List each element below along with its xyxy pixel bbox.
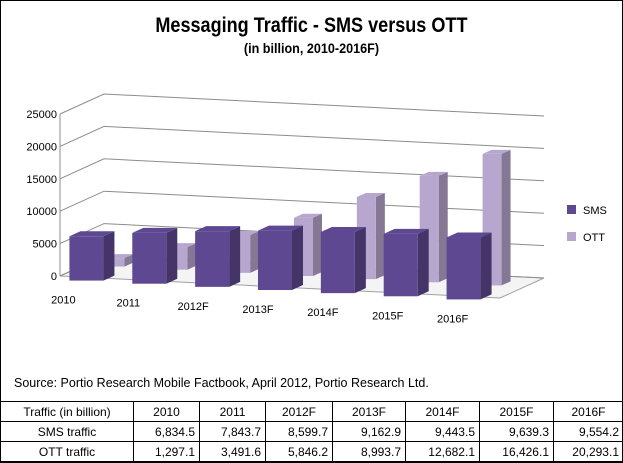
y-tick-label: 5000 bbox=[33, 239, 57, 251]
source-note: Source: Portio Research Mobile Factbook,… bbox=[14, 376, 429, 390]
y-tick-label: 10000 bbox=[26, 206, 57, 218]
chart-title: Messaging Traffic - SMS versus OTT bbox=[155, 14, 468, 37]
x-tick-label: 2016F bbox=[437, 313, 468, 325]
table-header-cell: 2012F bbox=[265, 401, 333, 422]
table-row-label: SMS traffic bbox=[0, 421, 134, 442]
sms-bar bbox=[320, 226, 366, 294]
data-table: Traffic (in billion) 2010 2011 2012F 201… bbox=[0, 401, 623, 462]
table-cell: 8,993.7 bbox=[332, 441, 406, 462]
y-tick-label: 20000 bbox=[26, 141, 57, 153]
sms-bar bbox=[69, 231, 115, 281]
x-tick-label: 2013F bbox=[242, 304, 273, 316]
table-header-cell: 2016F bbox=[553, 401, 623, 422]
y-tick-label: 15000 bbox=[26, 174, 57, 186]
sms-bar bbox=[383, 228, 429, 297]
legend-label: SMS bbox=[583, 205, 607, 217]
y-tick-label: 0 bbox=[51, 271, 57, 283]
table-cell: 3,491.6 bbox=[199, 441, 266, 462]
legend-swatch bbox=[567, 232, 576, 241]
table-header-cell: 2011 bbox=[199, 401, 266, 422]
gridline bbox=[59, 93, 545, 117]
table-row: OTT traffic 1,297.1 3,491.6 5,846.2 8,99… bbox=[0, 441, 623, 462]
table-cell: 9,554.2 bbox=[553, 421, 623, 442]
sms-bar bbox=[195, 226, 241, 287]
table-cell: 16,426.1 bbox=[479, 441, 554, 462]
table-header-cell: Traffic (in billion) bbox=[0, 401, 134, 422]
table-cell: 9,639.3 bbox=[479, 421, 554, 442]
legend-swatch bbox=[567, 205, 576, 214]
sms-bar bbox=[258, 225, 303, 290]
table-cell: 9,443.5 bbox=[405, 421, 480, 442]
chart-subtitle: (in billion, 2010-2016F) bbox=[243, 40, 380, 56]
chart-plot-area: 0 5000 10000 15000 20000 25000 2010 2011 2012F 20… bbox=[26, 93, 607, 325]
sms-bar bbox=[132, 227, 178, 284]
table-cell: 9,162.9 bbox=[332, 421, 406, 442]
table-cell: 6,834.5 bbox=[133, 421, 200, 442]
table-row: SMS traffic 6,834.5 7,843.7 8,599.7 9,16… bbox=[0, 421, 623, 442]
bar-layer bbox=[69, 149, 511, 300]
table-header-cell: 2015F bbox=[479, 401, 554, 422]
legend: SMS OTT bbox=[567, 205, 607, 244]
table-cell: 20,293.1 bbox=[553, 441, 623, 462]
gridline bbox=[59, 158, 545, 182]
table-cell: 5,846.2 bbox=[265, 441, 333, 462]
x-tick-label: 2011 bbox=[116, 298, 140, 310]
table-header-cell: 2010 bbox=[133, 401, 200, 422]
legend-label: OTT bbox=[583, 232, 605, 244]
x-tick-label: 2012F bbox=[178, 301, 209, 313]
table-header-row: Traffic (in billion) 2010 2011 2012F 201… bbox=[0, 401, 623, 422]
table-header-cell: 2013F bbox=[332, 401, 406, 422]
sms-bar bbox=[446, 232, 492, 300]
table-cell: 12,682.1 bbox=[405, 441, 480, 462]
table-cell: 8,599.7 bbox=[265, 421, 333, 442]
table-header-cell: 2014F bbox=[405, 401, 480, 422]
y-tick-label: 25000 bbox=[26, 109, 57, 121]
gridline bbox=[59, 125, 545, 149]
gridline bbox=[59, 190, 545, 214]
table-cell: 1,297.1 bbox=[133, 441, 200, 462]
table-cell: 7,843.7 bbox=[199, 421, 266, 442]
x-tick-label: 2010 bbox=[51, 295, 75, 307]
label-layer: 0 5000 10000 15000 20000 25000 2010 2011 2012F 20… bbox=[26, 109, 468, 325]
x-tick-label: 2015F bbox=[372, 310, 403, 322]
x-tick-label: 2014F bbox=[307, 307, 338, 319]
table-row-label: OTT traffic bbox=[0, 441, 134, 462]
